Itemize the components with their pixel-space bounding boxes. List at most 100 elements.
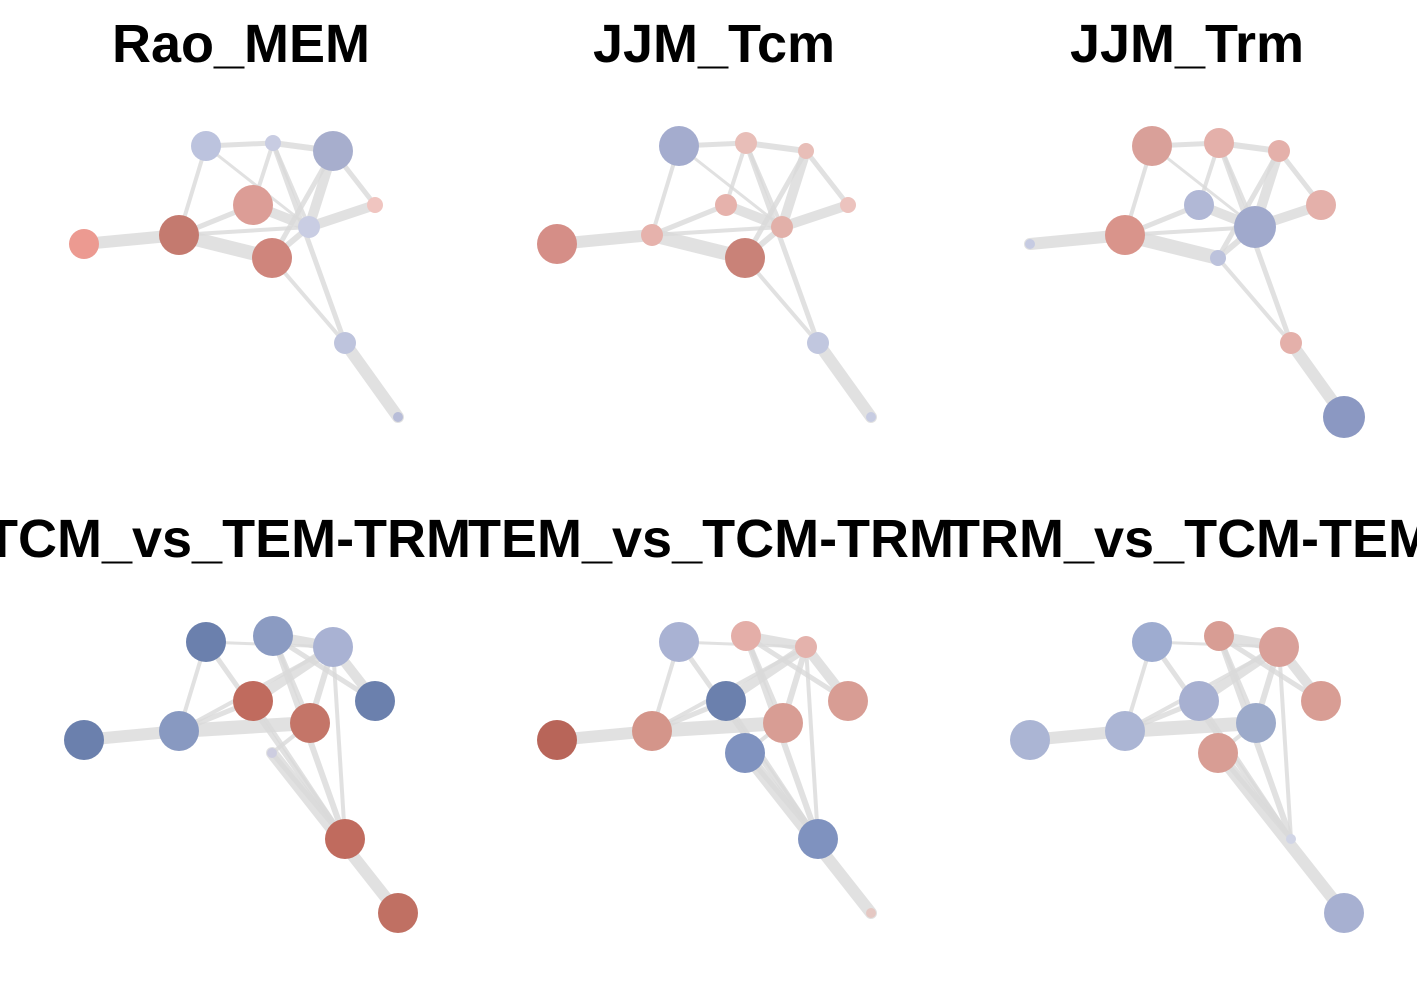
network-edge [649,202,729,238]
edge-layer [1024,140,1350,423]
network-edge [270,140,348,346]
network-edge [812,337,877,423]
network-node [1236,703,1276,743]
network-node [735,132,757,154]
network-node [233,185,273,225]
network-edge [677,144,784,229]
network-node [715,194,737,216]
panel-title: TEM_vs_TCM-TRM [468,509,954,569]
network-node [725,733,765,773]
network-node [367,197,383,213]
panel-rao-mem: Rao_MEM [69,14,404,423]
network-node [334,332,356,354]
network-node [1204,621,1234,651]
network-edge [777,200,853,232]
network-node [632,711,672,751]
network-edge [743,633,851,704]
network-edge [803,148,851,208]
network-node [1301,681,1341,721]
network-node [1234,206,1276,248]
network-node [1204,128,1234,158]
network-node [828,681,868,721]
network-node [1132,622,1172,662]
network-node [1259,627,1299,667]
network-edge [1216,256,1293,345]
network-edge [743,140,821,346]
panel-title: JJM_Trm [1070,14,1304,74]
network-node [1210,250,1226,266]
network-graph [69,131,404,423]
panel-jjm-tcm: JJM_Tcm [537,14,877,423]
network-node [186,622,226,662]
node-layer [1010,621,1364,933]
network-node [771,216,793,238]
edge-layer [78,631,404,919]
network-edge [203,639,348,842]
network-graph [64,616,418,933]
network-node [641,224,663,246]
network-node [191,131,221,161]
network-node [866,908,876,918]
edge-layer [78,140,404,423]
network-graph [537,621,877,919]
network-node [537,224,577,264]
network-edge [1277,645,1293,841]
network-graph [537,126,877,423]
network-node [866,412,876,422]
network-node [393,412,403,422]
network-edge [270,633,378,704]
network-node [1179,681,1219,721]
network-node [378,893,418,933]
network-edge [304,200,380,232]
network-node [795,636,817,658]
panel-tem-vs-tcm-trm: TEM_vs_TCM-TRM [468,509,954,919]
panel-tcm-vs-tem-trm: TCM_vs_TEM-TRM [0,509,471,933]
network-edge [1212,747,1350,919]
network-node [537,720,577,760]
panel-trm-vs-tcm-tem: TRM_vs_TCM-TEM [947,509,1417,933]
network-node [313,627,353,667]
network-node [1286,834,1296,844]
node-layer [69,131,403,422]
network-edge [339,337,404,423]
network-node [1306,190,1336,220]
panel-title: Rao_MEM [112,14,370,74]
network-edge [1118,716,1263,738]
network-edge [645,716,790,738]
network-node [159,711,199,751]
network-node [325,819,365,859]
network-node [1280,332,1302,354]
edge-layer [1024,631,1350,919]
network-edge [172,716,317,738]
network-graph [1024,126,1365,438]
network-node [659,622,699,662]
network-node [798,819,838,859]
network-node [807,332,829,354]
network-node [69,229,99,259]
network-node [290,703,330,743]
network-edge [1150,144,1257,229]
panel-title: TCM_vs_TEM-TRM [0,509,471,569]
network-node [1105,711,1145,751]
node-layer [64,616,418,933]
network-node [763,703,803,743]
network-edge [744,141,784,229]
network-node [731,621,761,651]
node-layer [537,126,876,422]
network-edge [271,141,311,229]
network-node [840,197,856,213]
network-node [252,238,292,278]
network-edge [331,645,347,841]
network-node [1268,140,1290,162]
network-node [659,126,699,166]
network-node [233,681,273,721]
panel-jjm-trm: JJM_Trm [1024,14,1365,438]
node-layer [1025,126,1365,438]
network-edge [1216,633,1324,704]
network-node [1010,720,1050,760]
network-node [1323,396,1365,438]
network-node [1025,239,1035,249]
network-node [725,238,765,278]
network-node [706,681,746,721]
